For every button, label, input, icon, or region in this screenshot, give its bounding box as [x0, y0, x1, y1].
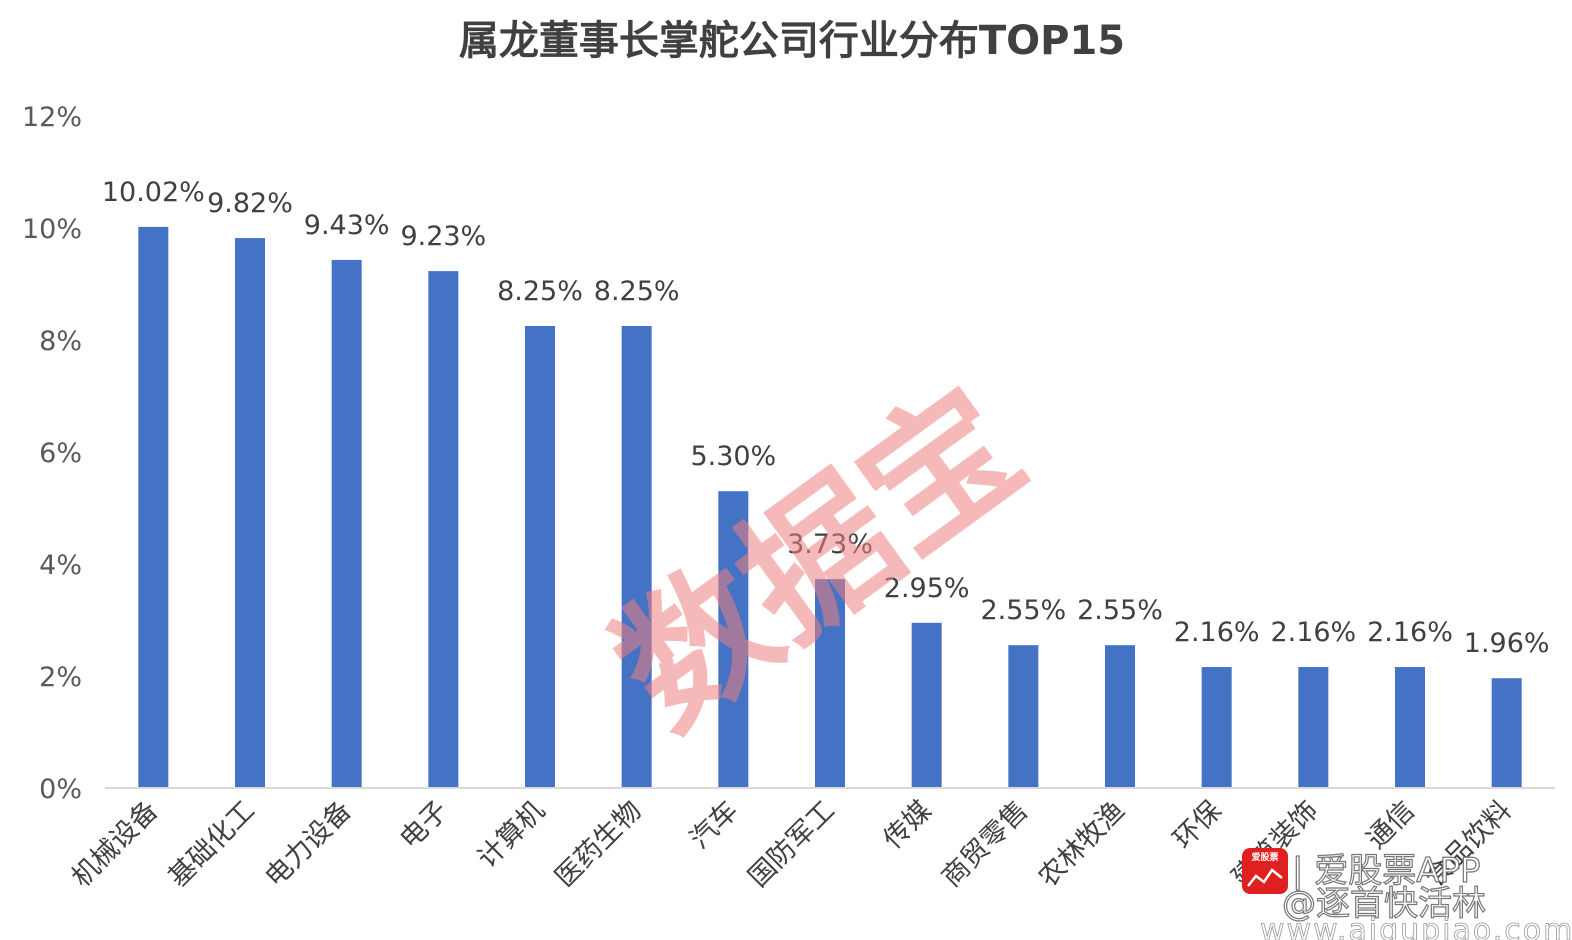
x-tick-label: 计算机 [472, 795, 551, 874]
y-tick-label: 4% [39, 550, 82, 581]
brand-url: www.aigupiao.com [1260, 913, 1572, 940]
data-label: 8.25% [497, 276, 583, 307]
data-label: 3.73% [787, 529, 873, 560]
app-logo-text: 爱股票 [1251, 851, 1278, 863]
data-label: 2.16% [1270, 617, 1356, 648]
app-logo: 爱股票 [1242, 848, 1288, 894]
data-label: 9.23% [400, 221, 486, 252]
y-tick-label: 8% [39, 326, 82, 357]
data-label: 2.16% [1174, 617, 1260, 648]
bar [1008, 645, 1039, 788]
data-label: 2.16% [1367, 617, 1453, 648]
bar [815, 579, 845, 788]
bars [138, 226, 1522, 788]
y-tick-label: 0% [39, 774, 82, 805]
bar [138, 226, 169, 788]
data-label: 10.02% [102, 177, 205, 208]
app-logo-icon [1242, 848, 1288, 894]
bar [621, 326, 652, 788]
bar [525, 326, 555, 788]
x-tick-label: 电子 [394, 795, 454, 855]
x-tick-label: 基础化工 [163, 795, 261, 893]
data-label: 9.82% [207, 188, 293, 219]
bar [1201, 667, 1232, 788]
x-tick-label: 汽车 [684, 795, 744, 855]
x-tick-label: 电力设备 [259, 795, 357, 893]
brand-handle: @逐首快活林 [1282, 884, 1486, 924]
bar [1491, 678, 1522, 788]
data-label: 1.96% [1464, 628, 1550, 659]
y-tick-label: 10% [22, 214, 82, 245]
x-tick-label: 通信 [1361, 795, 1421, 855]
y-tick-label: 6% [39, 438, 82, 469]
data-label: 9.43% [304, 210, 390, 241]
x-tick-label: 商贸零售 [936, 795, 1034, 893]
x-tick-label: 国防军工 [743, 795, 841, 893]
data-label: 8.25% [594, 276, 680, 307]
branding: 爱股票 | 爱股票APP @逐首快活林 www.aigupiao.com [1242, 848, 1572, 940]
data-label: 2.55% [1077, 595, 1163, 626]
x-tick-label: 环保 [1168, 795, 1228, 855]
y-tick-label: 12% [22, 102, 82, 133]
data-labels: 10.02% 9.82% 9.43% 9.23% 8.25% 8.25% 5.30% 3.73… [102, 177, 1550, 659]
bar [1298, 667, 1329, 788]
x-tick-label: 医药生物 [549, 795, 647, 893]
y-tick-label: 2% [39, 662, 82, 693]
data-label: 2.55% [980, 595, 1066, 626]
x-tick-label: 传媒 [878, 795, 938, 855]
bar [718, 491, 749, 788]
x-tick-label: 农林牧渔 [1033, 795, 1131, 893]
bar [911, 622, 942, 788]
bar [235, 238, 265, 788]
brand-app-name: | 爱股票APP [1292, 851, 1481, 891]
x-tick-label: 机械设备 [66, 795, 164, 893]
bar [1395, 667, 1425, 788]
data-label: 5.30% [690, 441, 776, 472]
bar [1105, 645, 1135, 788]
bar [331, 259, 362, 788]
data-label: 2.95% [884, 573, 970, 604]
bar [428, 271, 459, 788]
chart-title: 属龙董事长掌舵公司行业分布TOP15 [459, 18, 1125, 64]
y-axis: 0% 2% 4% 6% 8% 10% 12% [22, 102, 82, 805]
